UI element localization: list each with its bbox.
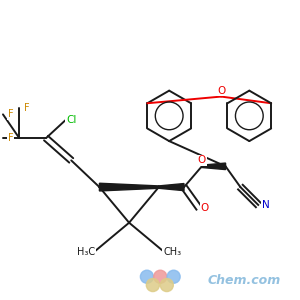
Text: Cl: Cl [66,115,76,125]
Polygon shape [159,184,184,191]
Text: Chem.com: Chem.com [208,274,281,287]
Text: CH₃: CH₃ [163,248,181,257]
Text: O: O [198,155,206,165]
Text: H₃C: H₃C [77,248,95,257]
Circle shape [154,270,167,283]
Circle shape [140,270,153,283]
Text: O: O [217,85,225,96]
Polygon shape [99,183,159,191]
Circle shape [167,270,180,283]
Text: F: F [8,110,13,119]
Text: F: F [24,103,29,113]
Text: N: N [262,200,269,210]
Circle shape [160,278,173,292]
Text: F: F [8,133,13,143]
Text: O: O [201,203,209,213]
Polygon shape [202,163,226,170]
Circle shape [146,278,159,292]
